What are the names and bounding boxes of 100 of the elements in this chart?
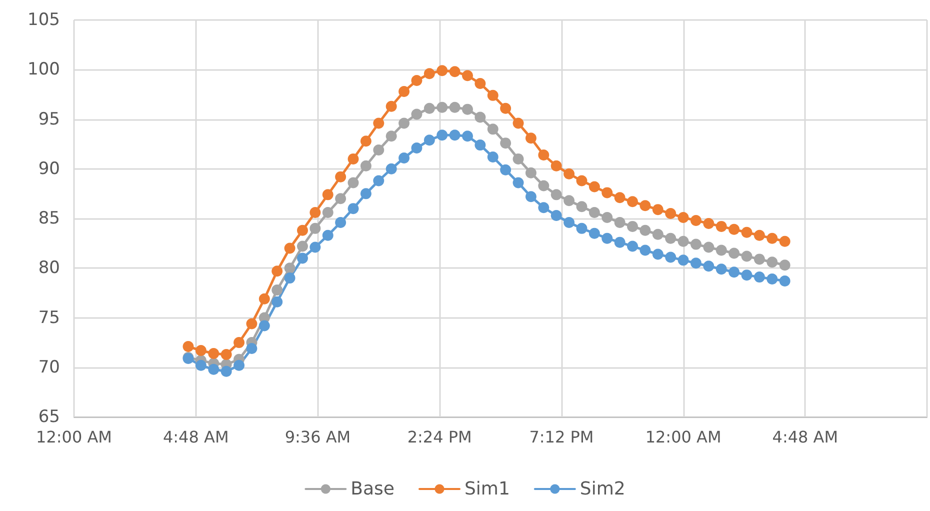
point (576, 201, 588, 212)
point (716, 264, 727, 275)
point (284, 262, 296, 274)
y-tick-label: 80 (38, 258, 60, 278)
point (386, 130, 397, 142)
point (703, 218, 714, 229)
point (690, 214, 702, 226)
point (246, 343, 258, 354)
point (512, 177, 524, 188)
point (564, 195, 575, 206)
point (322, 207, 334, 218)
point (766, 232, 778, 244)
point (602, 212, 613, 224)
point (652, 204, 664, 216)
point (195, 360, 206, 371)
point (386, 163, 397, 174)
point (766, 256, 778, 268)
point (258, 320, 270, 332)
point (678, 254, 689, 266)
point (640, 244, 651, 256)
point (322, 230, 334, 241)
x-tick-label: 2:24 PM (407, 428, 472, 446)
point (754, 254, 765, 265)
point (348, 177, 359, 188)
point (296, 240, 308, 252)
point (779, 236, 790, 247)
point (284, 242, 296, 254)
point (246, 318, 258, 330)
point (335, 216, 346, 228)
point (487, 124, 498, 135)
point (703, 242, 714, 253)
point (373, 118, 384, 129)
y-tick-label: 65 (38, 407, 60, 427)
y-tick-label: 70 (38, 357, 60, 378)
point (373, 175, 384, 186)
point (182, 341, 194, 352)
point (462, 130, 473, 142)
x-tick-label: 4:48 AM (162, 428, 229, 446)
point (588, 207, 600, 218)
point (627, 240, 638, 252)
point (296, 224, 308, 236)
point (195, 345, 206, 356)
point (500, 138, 512, 149)
point (373, 144, 384, 156)
point (741, 226, 752, 238)
legend-label: Sim2 (580, 478, 626, 500)
point (766, 274, 778, 285)
x-tick-label: 7:12 PM (529, 428, 594, 446)
point (258, 293, 270, 304)
point (741, 270, 752, 281)
point (310, 207, 321, 218)
point (424, 68, 435, 80)
point (234, 337, 245, 348)
point (411, 142, 422, 154)
point (576, 175, 588, 186)
point (538, 149, 550, 160)
point (474, 140, 486, 151)
point (588, 181, 600, 192)
point (310, 242, 321, 253)
point (779, 276, 790, 287)
point (462, 70, 473, 82)
point (449, 102, 460, 113)
x-tick-label: 12:00 AM (36, 428, 112, 446)
point (474, 78, 486, 90)
point (424, 102, 435, 114)
point (512, 153, 524, 164)
point (449, 130, 460, 141)
point (588, 228, 600, 239)
point (272, 284, 283, 296)
point (436, 130, 448, 141)
point (614, 216, 626, 228)
point (614, 192, 626, 204)
point (602, 187, 613, 198)
point (564, 168, 575, 180)
point (424, 134, 435, 146)
point (678, 236, 689, 247)
point (564, 216, 575, 228)
point (411, 75, 422, 86)
y-tick-label: 100 (28, 60, 60, 80)
point (398, 118, 410, 129)
point (550, 189, 562, 200)
point (474, 112, 486, 123)
point (360, 136, 372, 147)
point (754, 230, 765, 241)
point (627, 196, 638, 208)
point (728, 248, 740, 259)
point (703, 260, 714, 272)
point (538, 202, 550, 214)
point (741, 250, 752, 262)
x-tick-label: 4:48 AM (772, 428, 838, 446)
point (576, 222, 588, 234)
point (398, 86, 410, 97)
point (614, 236, 626, 248)
point (411, 108, 422, 120)
point (234, 360, 245, 371)
point (335, 193, 346, 204)
point (436, 102, 448, 113)
point (220, 366, 232, 377)
legend-label: Sim1 (464, 478, 510, 500)
point (728, 224, 740, 235)
